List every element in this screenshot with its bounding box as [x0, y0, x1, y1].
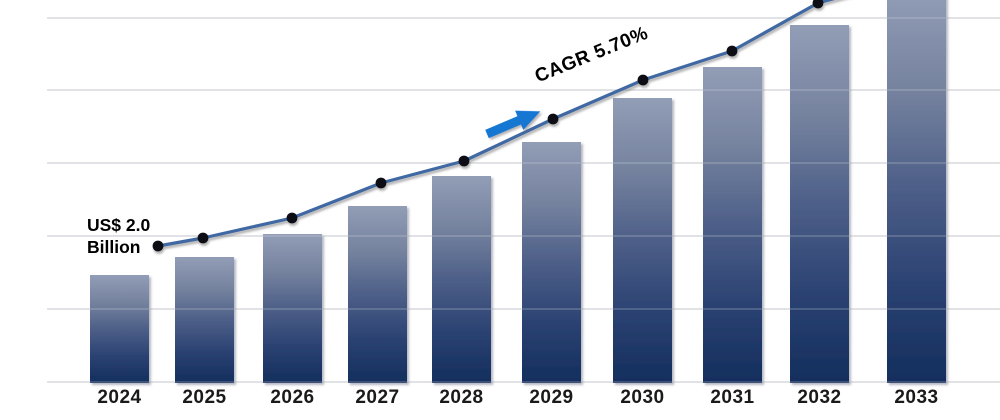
bar-series: [90, 0, 946, 383]
marker-2031: [726, 45, 738, 57]
bar-2031: [703, 67, 762, 383]
bar-2028: [432, 176, 491, 383]
bar-2033: [887, 0, 946, 383]
bar-2030: [613, 98, 672, 383]
x-axis-label-2029: 2029: [529, 387, 574, 408]
trend-line: [156, 0, 836, 248]
marker-2024: [152, 240, 164, 252]
growth-arrow-icon: [485, 110, 541, 139]
bar-2032: [790, 25, 849, 383]
x-axis-label-2025: 2025: [182, 387, 227, 408]
marker-2030: [637, 74, 649, 86]
gridlines-overlay: [47, 17, 1000, 383]
marker-2025: [197, 232, 209, 244]
x-axis-label-2031: 2031: [710, 387, 755, 408]
marker-2027: [375, 177, 387, 189]
marker-2028: [458, 155, 470, 167]
x-axis-label-2030: 2030: [620, 387, 665, 408]
marker-2029: [547, 113, 559, 125]
bar-2026: [263, 234, 322, 383]
marker-2026: [286, 212, 298, 224]
x-axis-label-2024: 2024: [97, 387, 142, 408]
x-axis-label-2027: 2027: [355, 387, 400, 408]
trend-markers: [152, 0, 824, 252]
bar-2029: [522, 142, 581, 383]
start-value-line2: Billion: [87, 237, 141, 257]
start-value-label: US$ 2.0 Billion: [87, 214, 150, 258]
bar-2024: [90, 275, 149, 383]
trend-line-series: [152, 0, 836, 252]
start-value-line1: US$ 2.0: [87, 215, 151, 235]
x-axis-label-2032: 2032: [797, 387, 842, 408]
bar-2025: [175, 257, 234, 383]
marker-2032: [812, 0, 824, 9]
x-axis-label-2033: 2033: [894, 387, 939, 408]
x-axis-label-2028: 2028: [439, 387, 484, 408]
bar-2027: [348, 206, 407, 383]
x-axis-label-2026: 2026: [270, 387, 315, 408]
